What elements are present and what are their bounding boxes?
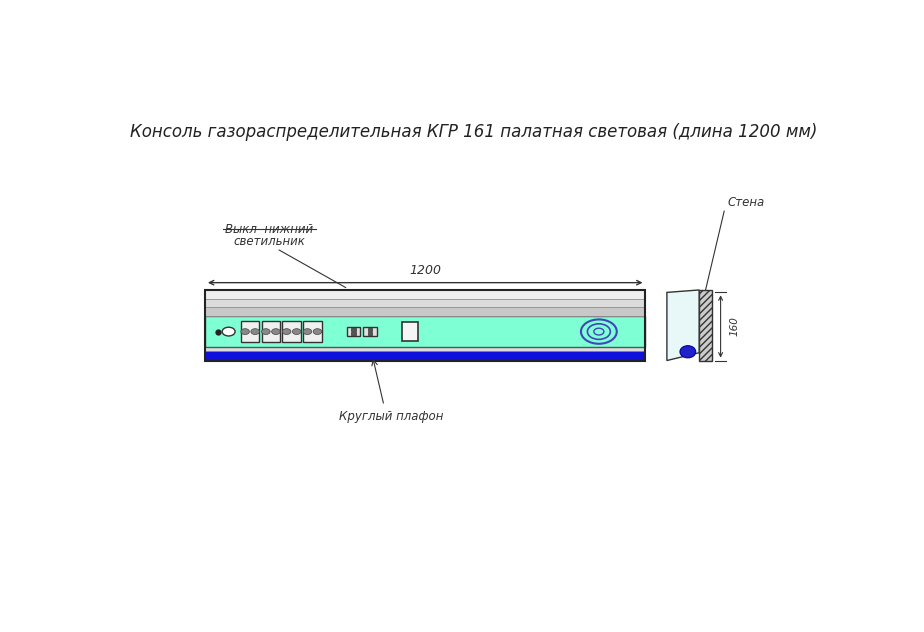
- Text: 160: 160: [729, 317, 739, 336]
- Circle shape: [292, 329, 301, 334]
- Bar: [241, 322, 260, 342]
- Bar: [699, 290, 712, 360]
- Text: 1200: 1200: [409, 264, 442, 277]
- Bar: [205, 299, 645, 307]
- Circle shape: [313, 329, 322, 334]
- Text: Стена: Стена: [728, 196, 765, 209]
- Bar: [346, 327, 360, 336]
- Bar: [205, 290, 645, 360]
- Bar: [205, 351, 645, 360]
- Circle shape: [303, 329, 311, 334]
- Bar: [368, 332, 372, 335]
- Bar: [205, 316, 645, 347]
- Circle shape: [222, 327, 235, 336]
- Bar: [205, 290, 645, 299]
- Ellipse shape: [680, 346, 696, 358]
- Circle shape: [261, 329, 270, 334]
- Bar: [205, 307, 645, 316]
- Text: Консоль газораспределительная КГР 161 палатная световая (длина 1200 мм): Консоль газораспределительная КГР 161 па…: [130, 123, 817, 141]
- Circle shape: [250, 329, 260, 334]
- Bar: [205, 347, 645, 351]
- Text: светильник: светильник: [234, 234, 306, 248]
- Bar: [351, 328, 356, 331]
- Bar: [261, 322, 280, 342]
- Bar: [303, 322, 322, 342]
- Circle shape: [241, 329, 249, 334]
- Text: Выкл  нижний: Выкл нижний: [225, 224, 313, 236]
- Bar: [351, 332, 356, 335]
- Polygon shape: [667, 290, 699, 360]
- Circle shape: [283, 329, 291, 334]
- Bar: [363, 327, 377, 336]
- Bar: [368, 328, 372, 331]
- Bar: [283, 322, 301, 342]
- Bar: [402, 322, 418, 341]
- Text: Круглый плафон: Круглый плафон: [339, 410, 444, 423]
- Circle shape: [272, 329, 280, 334]
